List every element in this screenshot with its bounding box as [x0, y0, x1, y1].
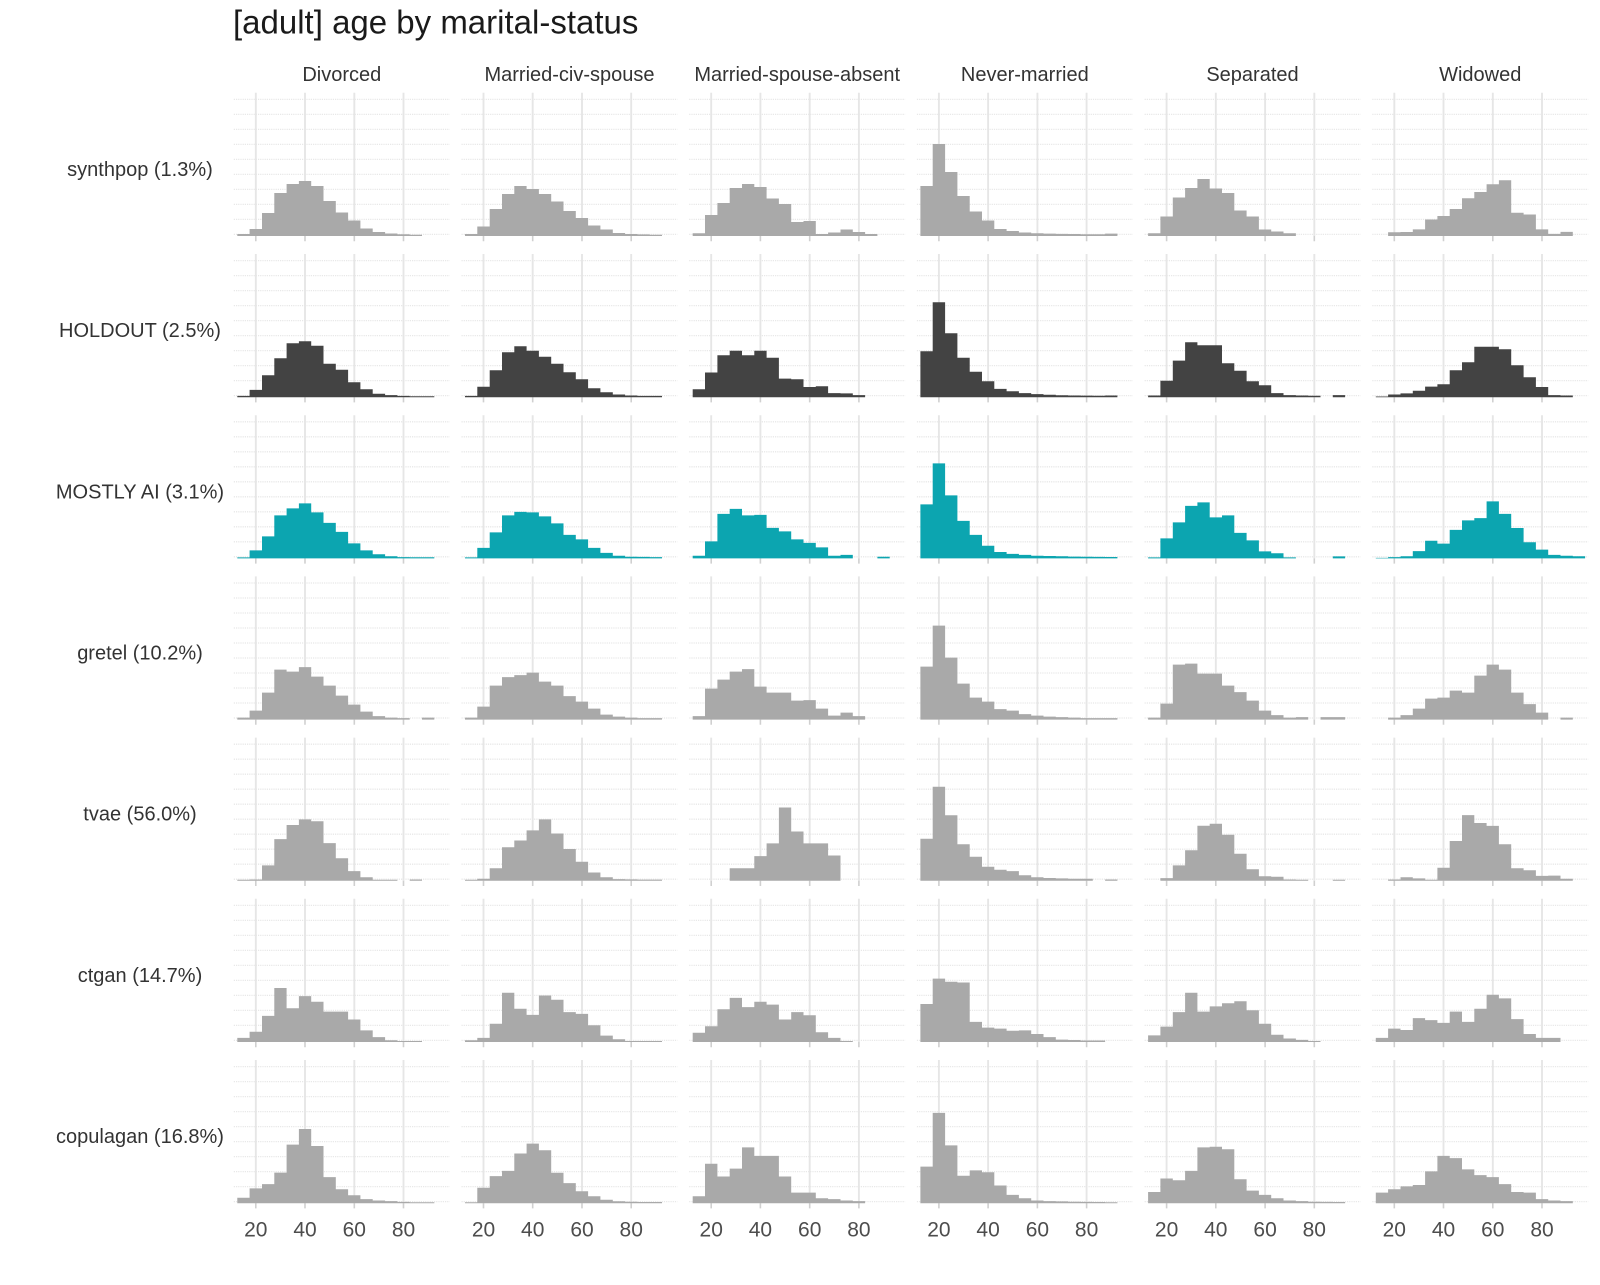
svg-text:60: 60 — [343, 1219, 366, 1242]
svg-text:60: 60 — [798, 1219, 821, 1242]
svg-text:80: 80 — [620, 1219, 643, 1242]
svg-text:40: 40 — [976, 1219, 999, 1242]
svg-text:60: 60 — [1481, 1219, 1504, 1242]
svg-text:40: 40 — [293, 1219, 316, 1242]
svg-text:Married-spouse-absent: Married-spouse-absent — [694, 64, 900, 86]
svg-text:40: 40 — [1432, 1219, 1455, 1242]
svg-text:20: 20 — [1383, 1219, 1406, 1242]
svg-text:60: 60 — [1253, 1219, 1276, 1242]
svg-text:Widowed: Widowed — [1439, 64, 1521, 86]
svg-text:[adult] age by marital-status: [adult] age by marital-status — [233, 4, 638, 41]
svg-text:20: 20 — [700, 1219, 723, 1242]
svg-text:Divorced: Divorced — [302, 64, 381, 86]
svg-text:Separated: Separated — [1206, 64, 1298, 86]
svg-text:copulagan (16.8%): copulagan (16.8%) — [56, 1126, 224, 1148]
svg-text:ctgan (14.7%): ctgan (14.7%) — [78, 965, 203, 987]
svg-text:40: 40 — [521, 1219, 544, 1242]
svg-text:HOLDOUT (2.5%): HOLDOUT (2.5%) — [59, 320, 221, 342]
svg-text:Married-civ-spouse: Married-civ-spouse — [484, 64, 654, 86]
svg-text:Never-married: Never-married — [961, 64, 1089, 86]
svg-text:80: 80 — [1530, 1219, 1553, 1242]
svg-text:80: 80 — [1075, 1219, 1098, 1242]
svg-text:40: 40 — [1204, 1219, 1227, 1242]
svg-text:MOSTLY AI (3.1%): MOSTLY AI (3.1%) — [56, 481, 224, 503]
svg-text:gretel (10.2%): gretel (10.2%) — [77, 643, 203, 665]
svg-text:80: 80 — [1303, 1219, 1326, 1242]
svg-text:tvae (56.0%): tvae (56.0%) — [83, 804, 196, 826]
svg-text:40: 40 — [749, 1219, 772, 1242]
svg-text:20: 20 — [244, 1219, 267, 1242]
svg-text:20: 20 — [472, 1219, 495, 1242]
svg-text:synthpop (1.3%): synthpop (1.3%) — [67, 159, 213, 181]
svg-text:80: 80 — [392, 1219, 415, 1242]
svg-text:20: 20 — [927, 1219, 950, 1242]
svg-text:20: 20 — [1155, 1219, 1178, 1242]
svg-text:60: 60 — [570, 1219, 593, 1242]
svg-text:60: 60 — [1026, 1219, 1049, 1242]
svg-text:80: 80 — [847, 1219, 870, 1242]
